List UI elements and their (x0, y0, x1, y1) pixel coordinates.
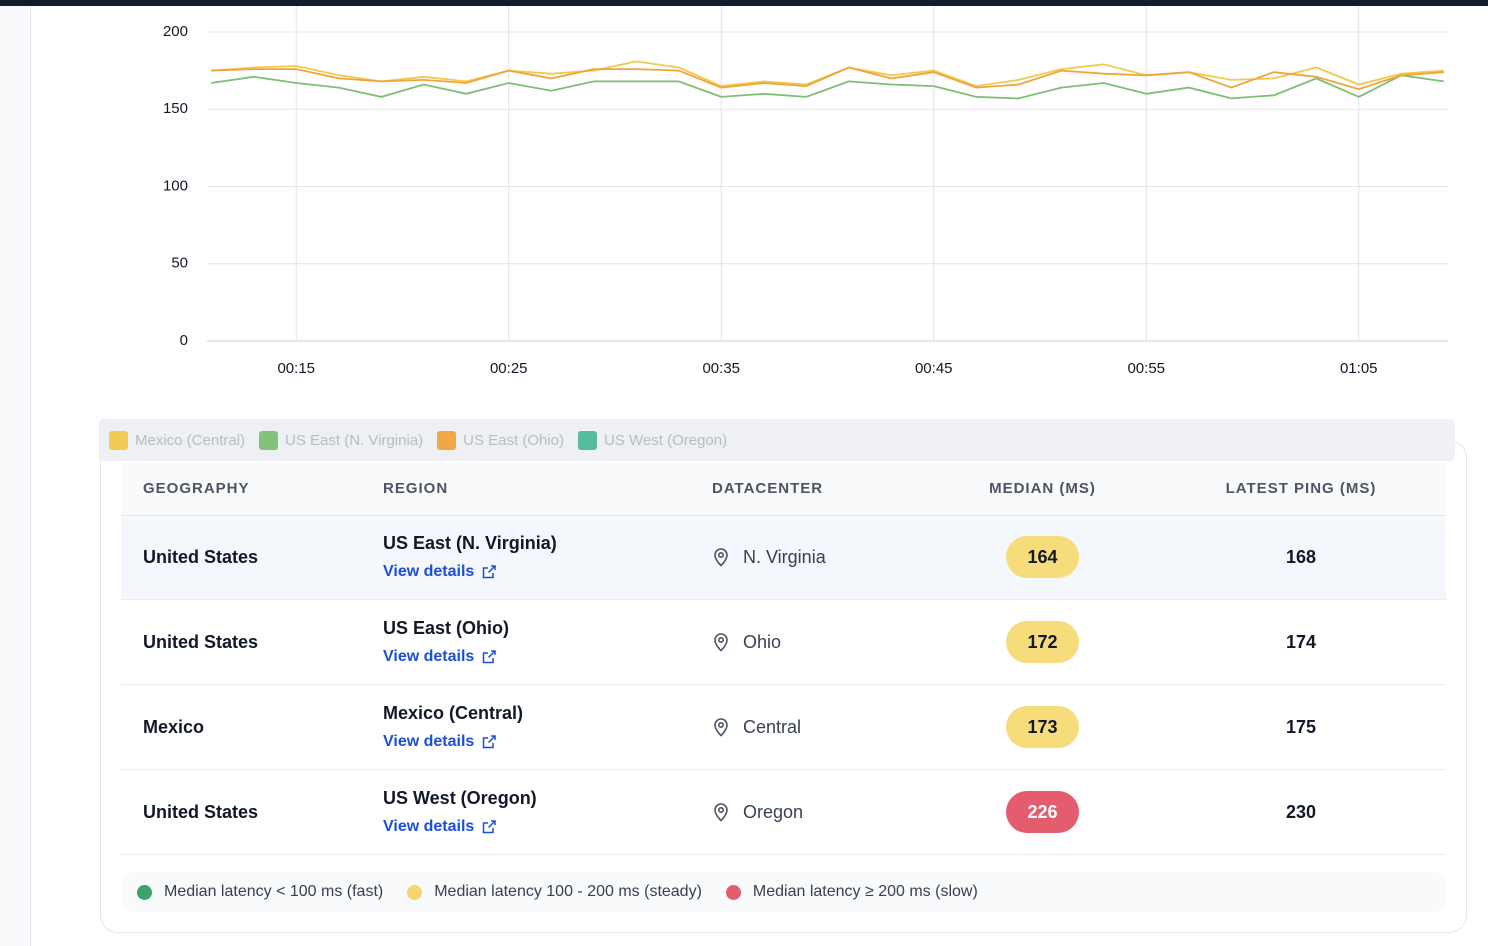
status-dot (725, 884, 741, 900)
external-link-icon (483, 565, 497, 579)
series-line (211, 74, 1444, 100)
table-header: Geography Region Datacenter Median (ms) Late… (121, 462, 1446, 516)
region: US East (N. Virginia) (383, 533, 557, 553)
latest-ping: 230 (1285, 802, 1317, 822)
view-details-link[interactable]: View details (383, 648, 497, 666)
column-header: Geography (143, 480, 250, 497)
view-details-link[interactable]: View details (383, 563, 497, 581)
column-header: Median (ms) (989, 480, 1096, 497)
legend-swatch (109, 430, 128, 450)
y-tick-label: 150 (163, 100, 188, 117)
column-header: Datacenter (712, 480, 824, 497)
legend-label: Mexico (Central) (135, 431, 246, 449)
status-dot (137, 884, 152, 900)
y-tick-label: 0 (180, 332, 188, 349)
series-line (211, 66, 1444, 91)
footer-legend-item: Median latency 100 - 200 ms (steady) (407, 883, 702, 901)
y-tick-label: 200 (163, 23, 188, 40)
link-text: View details (383, 648, 475, 665)
sidebar (0, 6, 31, 946)
external-link-icon (483, 650, 497, 664)
median-badge: 172 (1006, 621, 1079, 663)
legend-item: Mexico (Central) (109, 430, 246, 450)
legend-item: US East (Ohio) (437, 430, 565, 450)
link-text: View details (383, 563, 475, 580)
datacenter-name: Central (743, 717, 802, 737)
region: Mexico (Central) (383, 703, 524, 723)
y-tick-label: 50 (171, 255, 188, 272)
table-row: United States US East (Ohio) View details O… (121, 600, 1446, 685)
table-row: United States US West (Oregon) View detail… (121, 770, 1446, 855)
pin-icon (714, 718, 728, 737)
latest-ping: 174 (1285, 632, 1317, 652)
geography: Mexico (143, 717, 205, 737)
footer-legend-label: Median latency 100 - 200 ms (steady) (434, 883, 702, 900)
latest-ping: 175 (1285, 717, 1317, 737)
region: US West (Oregon) (383, 788, 537, 808)
external-link-icon (483, 820, 497, 834)
chart-legend: Mexico (Central) US East (N. Virginia) US … (99, 419, 1455, 461)
column-header: Region (383, 480, 449, 497)
legend-item: US East (N. Virginia) (259, 430, 424, 450)
y-tick-label: 100 (163, 177, 188, 194)
table-row: United States US East (N. Virginia) View d… (121, 515, 1446, 600)
datacenter-name: Ohio (743, 632, 782, 652)
geography: United States (143, 632, 259, 652)
geography: United States (143, 802, 259, 822)
datacenter: Central (712, 685, 801, 769)
link-text: View details (383, 818, 475, 835)
pin-icon (714, 633, 728, 652)
median-badge: 164 (1006, 536, 1079, 578)
legend-label: US East (Ohio) (463, 431, 565, 449)
footer-legend-label: Median latency < 100 ms (fast) (164, 883, 384, 900)
x-tick-label: 00:45 (915, 360, 953, 377)
footer-legend-label: Median latency ≥ 200 ms (slow) (752, 883, 978, 900)
datacenter: Oregon (712, 770, 803, 854)
datacenter-name: Oregon (743, 802, 804, 822)
geography: United States (143, 547, 259, 567)
legend-label: US West (Oregon) (604, 431, 728, 449)
datacenter-name: N. Virginia (743, 547, 826, 567)
view-details-link[interactable]: View details (383, 818, 497, 836)
status-dot (407, 884, 423, 900)
legend-swatch (437, 430, 457, 450)
footer-legend-item: Median latency ≥ 200 ms (slow) (725, 883, 978, 901)
legend-swatch (259, 430, 279, 450)
link-text: View details (383, 733, 475, 750)
top-bar (0, 0, 1488, 6)
latest-ping: 168 (1285, 547, 1317, 567)
x-tick-label: 00:25 (490, 360, 528, 377)
datacenter: N. Virginia (712, 515, 826, 599)
legend-label: US East (N. Virginia) (285, 431, 424, 449)
x-tick-label: 00:55 (1127, 360, 1165, 377)
chart: 0 50 100 150 200 00:15 00:25 00:35 00:45 00:55 01:… (163, 6, 1448, 377)
latency-legend: Median latency < 100 ms (fast) Median lat… (122, 872, 1446, 912)
region: US East (Ohio) (383, 618, 510, 638)
legend-item: US West (Oregon) (578, 430, 728, 450)
series-line (211, 60, 1444, 88)
pin-icon (714, 548, 728, 567)
external-link-icon (483, 735, 497, 749)
x-tick-label: 01:05 (1340, 360, 1378, 377)
footer-legend-item: Median latency < 100 ms (fast) (137, 883, 383, 901)
column-header: Latest ping (ms) (1225, 480, 1377, 497)
table-row: Mexico Mexico (Central) View details Centra… (121, 685, 1446, 770)
x-tick-label: 00:35 (702, 360, 740, 377)
view-details-link[interactable]: View details (383, 733, 497, 751)
pin-icon (714, 803, 728, 822)
legend-swatch (578, 430, 598, 450)
median-badge: 173 (1006, 706, 1079, 748)
x-tick-label: 00:15 (277, 360, 315, 377)
median-badge: 226 (1006, 791, 1079, 833)
datacenter: Ohio (712, 600, 781, 684)
